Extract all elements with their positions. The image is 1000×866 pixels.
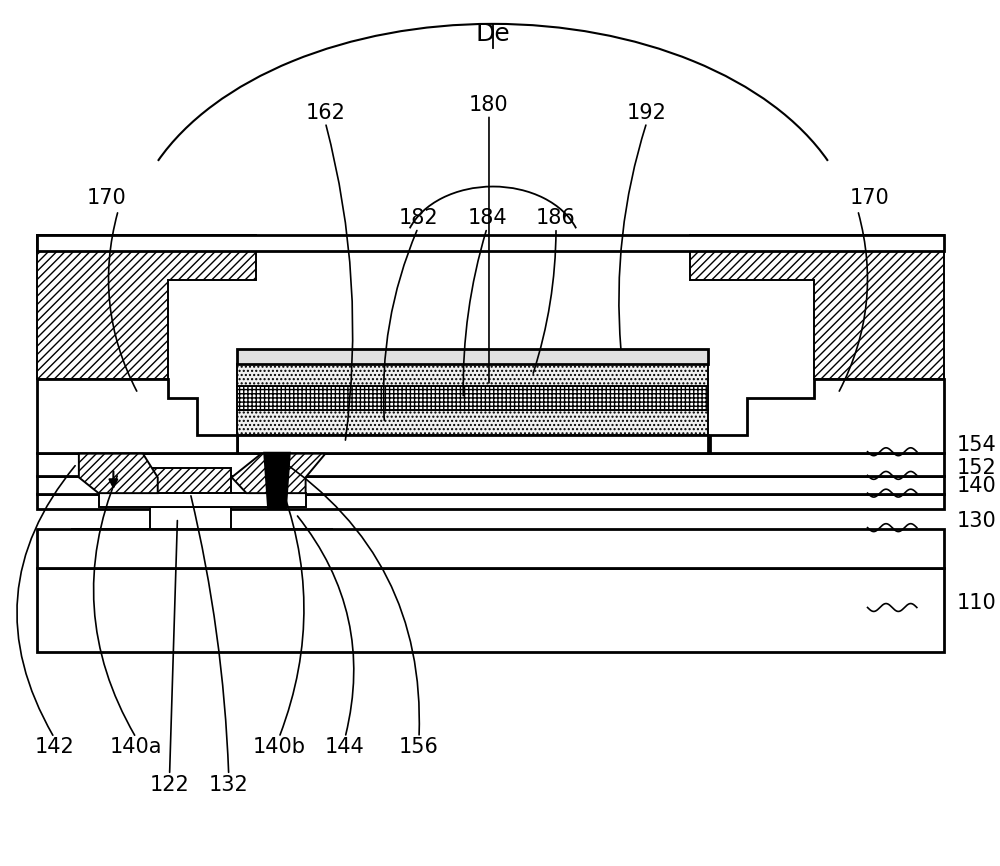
Text: 140b: 140b <box>252 738 305 758</box>
Bar <box>37 528 944 568</box>
Bar <box>237 349 708 364</box>
Bar <box>37 235 944 250</box>
Bar <box>37 568 944 652</box>
Bar <box>150 507 231 528</box>
Text: 156: 156 <box>399 738 439 758</box>
Bar <box>99 493 306 507</box>
Text: 180: 180 <box>469 94 509 114</box>
Text: 140: 140 <box>956 476 996 496</box>
Text: 110: 110 <box>956 592 996 612</box>
Text: 152: 152 <box>956 458 996 479</box>
Text: 142: 142 <box>34 738 74 758</box>
Text: 140a: 140a <box>110 738 162 758</box>
Bar <box>237 435 708 453</box>
Text: 170: 170 <box>850 189 889 209</box>
Bar <box>237 385 708 410</box>
Bar <box>150 468 231 493</box>
Text: 186: 186 <box>536 208 576 228</box>
Text: 192: 192 <box>627 102 667 123</box>
Polygon shape <box>264 453 290 509</box>
Text: 122: 122 <box>150 775 189 795</box>
Text: 182: 182 <box>398 208 438 228</box>
Bar <box>37 453 944 476</box>
Polygon shape <box>690 235 944 378</box>
Bar <box>237 410 708 435</box>
Polygon shape <box>232 454 325 493</box>
Polygon shape <box>37 378 237 453</box>
Text: 132: 132 <box>209 775 249 795</box>
Text: De: De <box>476 22 510 46</box>
Text: 130: 130 <box>956 511 996 531</box>
Text: 170: 170 <box>87 189 126 209</box>
Text: 144: 144 <box>325 738 365 758</box>
Bar <box>37 494 944 509</box>
Bar <box>37 476 944 494</box>
Polygon shape <box>710 378 944 453</box>
Polygon shape <box>79 454 158 493</box>
Text: 184: 184 <box>467 208 507 228</box>
Polygon shape <box>37 235 256 378</box>
Text: 154: 154 <box>956 435 996 455</box>
Bar <box>237 364 708 385</box>
Text: 162: 162 <box>305 102 345 123</box>
